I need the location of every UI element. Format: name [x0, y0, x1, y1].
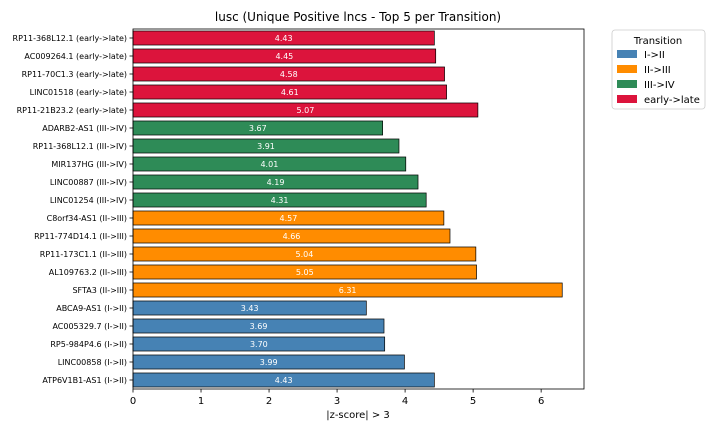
legend-box [611, 29, 706, 110]
y-tick-label: C8orf34-AS1 (II->III) [47, 214, 127, 223]
x-axis-label: |z-score| > 3 [326, 410, 390, 421]
x-tick-label: 0 [130, 396, 136, 407]
x-tick-label: 1 [198, 396, 204, 407]
bar-value-label: 5.07 [297, 106, 315, 115]
bar-value-label: 4.66 [283, 232, 301, 241]
bar-value-label: 5.04 [296, 250, 314, 259]
y-tick-label: LINC01518 (early->late) [30, 88, 127, 97]
legend-swatch [617, 65, 637, 73]
x-tick-label: 6 [538, 396, 544, 407]
x-axis: 0 1 2 3 4 5 6 [130, 389, 544, 407]
y-tick-label: LINC00858 (I->II) [58, 358, 127, 367]
y-tick-label: RP11-173C1.1 (II->III) [40, 250, 127, 259]
bar-value-label: 4.61 [281, 88, 299, 97]
bars-layer: 4.43 RP11-368L12.1 (early->late) 4.45 AC009… [13, 30, 563, 388]
bar-value-label: 3.69 [250, 322, 268, 331]
bar-value-label: 4.19 [267, 178, 285, 187]
bar-value-label: 3.43 [241, 304, 259, 313]
y-tick-label: ATP6V1B1-AS1 (I->II) [42, 376, 127, 385]
bar-value-label: 3.67 [249, 124, 267, 133]
bar-value-label: 4.57 [280, 214, 298, 223]
legend-swatch [617, 80, 637, 88]
bar-value-label: 4.31 [271, 196, 289, 205]
bar-value-label: 4.43 [275, 376, 293, 385]
x-tick-label: 4 [402, 396, 408, 407]
legend-swatch [617, 95, 637, 103]
legend-entries: I->II II->III III->IV early->late [617, 50, 700, 106]
legend-entry-label: I->II [644, 50, 665, 61]
y-tick-label: ADARB2-AS1 (III->IV) [42, 124, 127, 133]
y-tick-label: RP11-70C1.3 (early->late) [22, 70, 127, 79]
y-tick-label: RP11-21B23.2 (early->late) [17, 106, 127, 115]
y-tick-label: SFTA3 (II->III) [72, 286, 127, 295]
x-tick-label: 5 [470, 396, 476, 407]
y-tick-label: AC005329.7 (I->II) [52, 322, 127, 331]
legend-title: Transition [633, 36, 682, 47]
bar-value-label: 5.05 [296, 268, 314, 277]
legend-entry-label: early->late [644, 95, 700, 106]
x-tick-label: 3 [334, 396, 340, 407]
y-tick-label: ABCA9-AS1 (I->II) [56, 304, 127, 313]
plot-frame [132, 28, 585, 390]
bar-value-label: 6.31 [339, 286, 357, 295]
chart-title: lusc (Unique Positive lncs - Top 5 per T… [215, 10, 501, 24]
legend-entry-label: III->IV [644, 80, 675, 91]
y-tick-label: RP11-774D14.1 (II->III) [34, 232, 127, 241]
bar-value-label: 3.91 [257, 142, 275, 151]
bar-value-label: 4.43 [275, 34, 293, 43]
bar-value-label: 3.99 [260, 358, 278, 367]
x-tick-label: 2 [266, 396, 272, 407]
legend-swatch [617, 50, 637, 58]
y-tick-label: AL109763.2 (II->III) [49, 268, 127, 277]
y-tick-label: RP5-984P4.6 (I->II) [50, 340, 127, 349]
y-tick-label: RP11-368L12.1 (early->late) [13, 34, 127, 43]
y-tick-label: MIR137HG (III->IV) [51, 160, 127, 169]
legend-entry-label: II->III [644, 65, 671, 76]
y-tick-label: RP11-368L12.1 (III->IV) [33, 142, 127, 151]
bar-value-label: 3.70 [250, 340, 268, 349]
y-tick-label: LINC01254 (III->IV) [50, 196, 127, 205]
bar-value-label: 4.01 [260, 160, 278, 169]
y-tick-label: LINC00887 (III->IV) [50, 178, 127, 187]
y-tick-label: AC009264.1 (early->late) [24, 52, 127, 61]
bar-value-label: 4.58 [280, 70, 298, 79]
legend: Transition I->II II->III III->IV early->lat… [611, 29, 706, 110]
bar-value-label: 4.45 [275, 52, 293, 61]
